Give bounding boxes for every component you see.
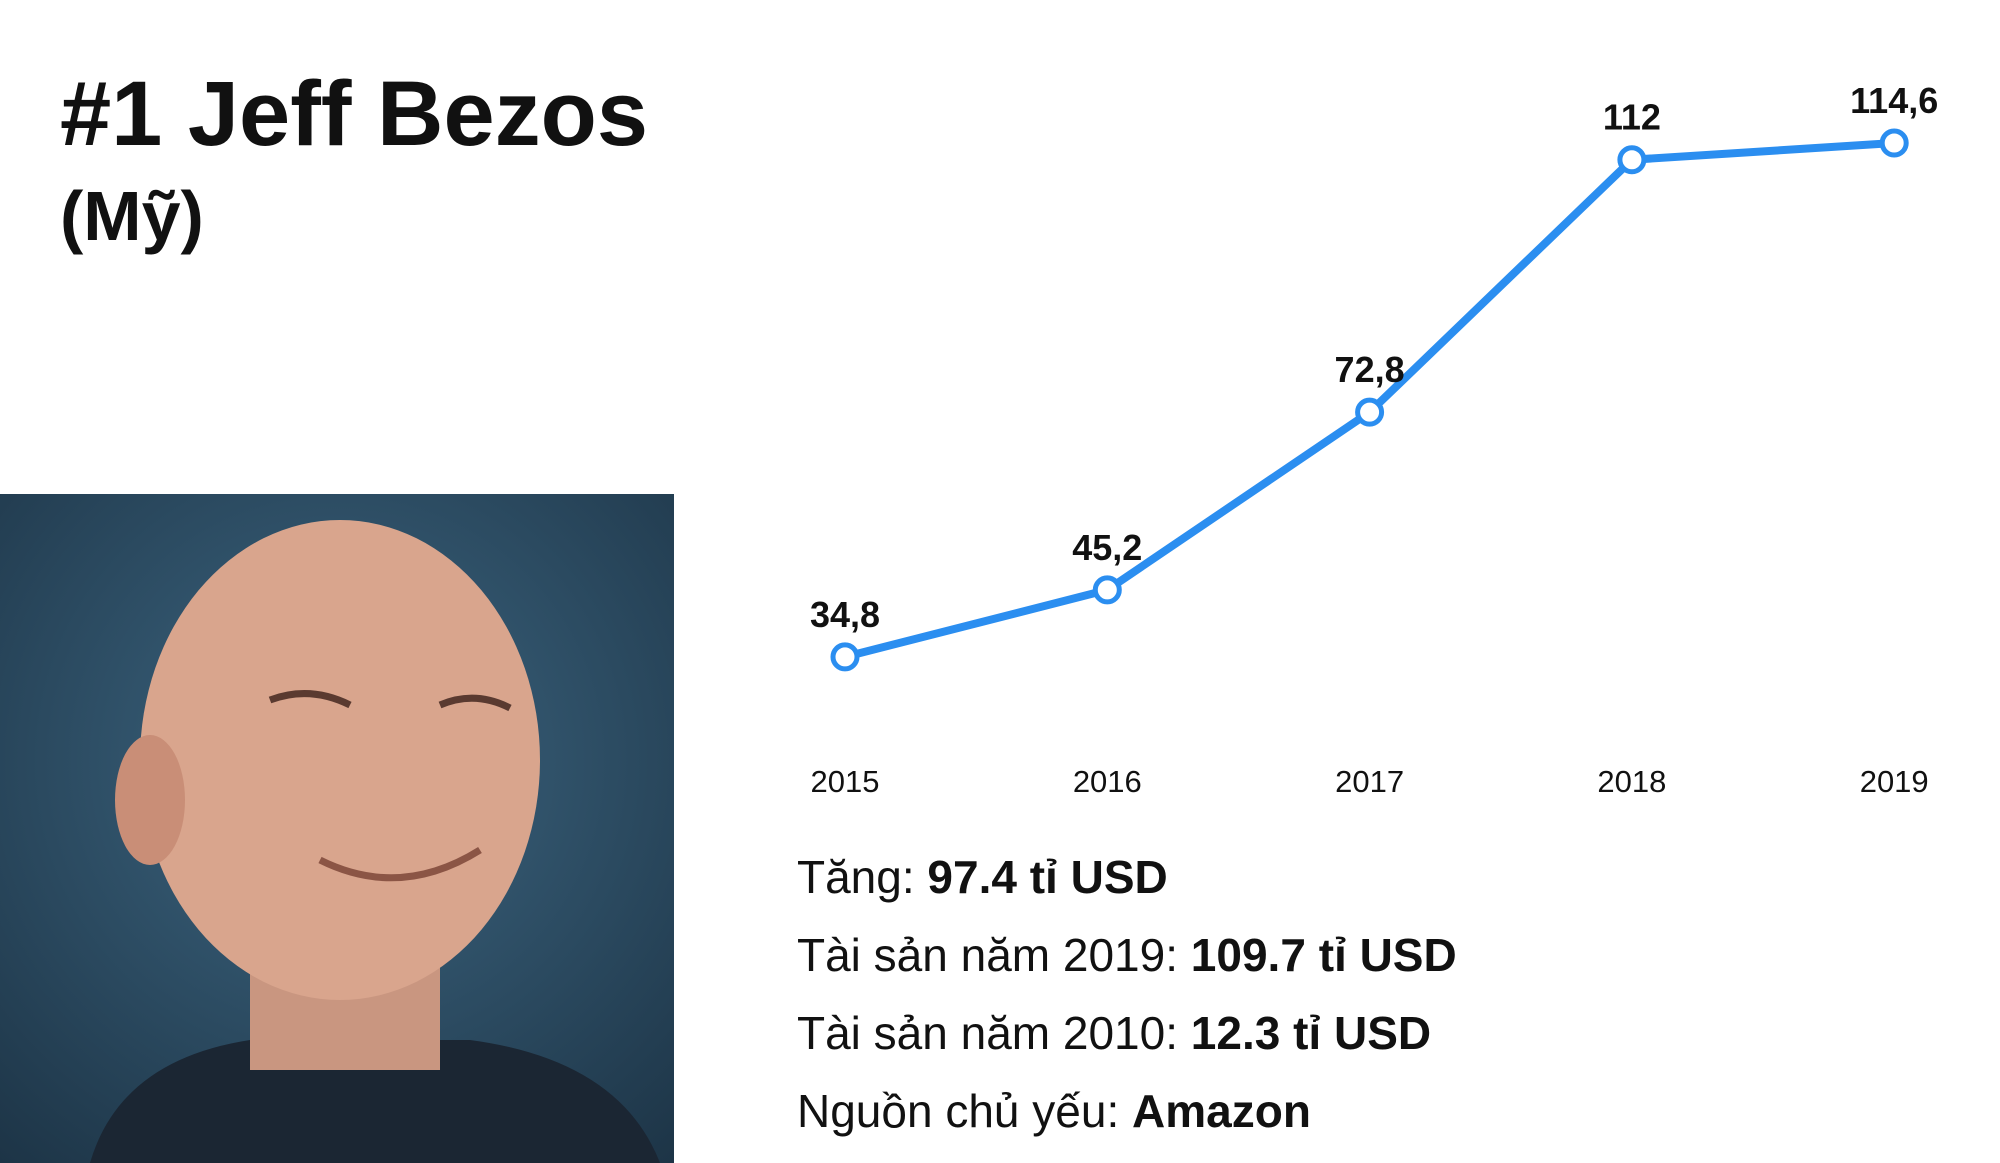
stat-value: Amazon xyxy=(1132,1085,1311,1137)
stat-label: Tài sản năm 2010: xyxy=(797,1007,1178,1059)
data-label: 72,8 xyxy=(1335,349,1405,390)
stat-value: 12.3 tỉ USD xyxy=(1191,1007,1431,1059)
subtitle: (Mỹ) xyxy=(60,177,204,255)
portrait xyxy=(0,494,674,1163)
head xyxy=(140,520,540,1000)
stat-value: 109.7 tỉ USD xyxy=(1191,929,1457,981)
point xyxy=(1617,145,1647,175)
x-tick-label: 2018 xyxy=(1597,764,1666,799)
point xyxy=(830,642,860,672)
stat-line: Tài sản năm 2010: 12.3 tỉ USD xyxy=(797,1007,1431,1059)
stat-line: Nguồn chủ yếu: Amazon xyxy=(797,1085,1311,1137)
line-chart: 2015 2016 2017 2018 2019 34,8 45,2 72,8 112 114,6 xyxy=(810,80,1938,799)
point xyxy=(1879,128,1909,158)
x-tick-label: 2017 xyxy=(1335,764,1404,799)
x-tick-label: 2019 xyxy=(1860,764,1929,799)
data-label: 45,2 xyxy=(1072,527,1142,568)
stats: Tăng: 97.4 tỉ USD Tài sản năm 2019: 109.7… xyxy=(797,851,1457,1137)
point xyxy=(1355,397,1385,427)
stat-line: Tăng: 97.4 tỉ USD xyxy=(797,851,1168,903)
title: #1 Jeff Bezos xyxy=(60,63,648,165)
ear xyxy=(115,735,185,865)
stat-label: Tài sản năm 2019: xyxy=(797,929,1178,981)
brows xyxy=(268,690,512,712)
x-tick-label: 2015 xyxy=(811,764,880,799)
stat-label: Tăng: xyxy=(797,851,915,903)
x-tick-label: 2016 xyxy=(1073,764,1142,799)
point xyxy=(1092,575,1122,605)
stat-value: 97.4 tỉ USD xyxy=(927,851,1167,903)
stat-line: Tài sản năm 2019: 109.7 tỉ USD xyxy=(797,929,1457,981)
data-label: 34,8 xyxy=(810,594,880,635)
data-label: 112 xyxy=(1603,97,1661,138)
data-label: 114,6 xyxy=(1850,80,1938,121)
smile xyxy=(318,847,482,882)
shirt xyxy=(90,1040,660,1163)
stat-label: Nguồn chủ yếu: xyxy=(797,1085,1119,1137)
